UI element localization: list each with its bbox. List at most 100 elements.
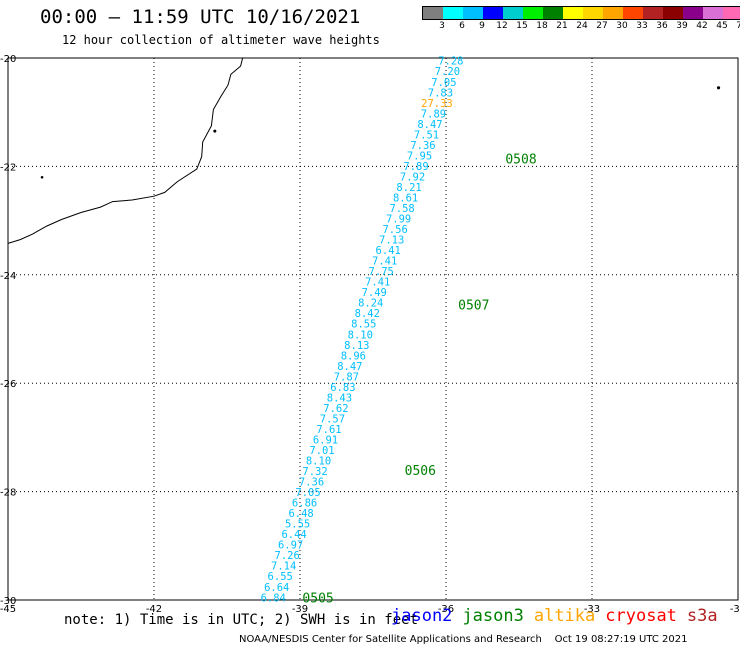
legend-swatch [543,7,563,19]
legend-tick-label: 6 [459,21,465,31]
legend-swatch [483,7,503,19]
satellite-altika: altika [533,606,596,626]
pass-number-label: 0507 [458,299,489,314]
legend-tick-label: 39 [676,21,688,31]
wave-height-label: 7.05 [295,487,320,499]
y-tick-label: -30 [0,596,16,607]
legend-swatch [563,7,583,19]
y-tick-label: -22 [0,162,16,173]
wave-height-label: 7.14 [271,561,296,573]
wave-height-label: 7.58 [389,203,414,215]
legend-tick-label: 42 [696,21,708,31]
legend-tick-label: 45 [716,21,728,31]
legend-tick-label: 70 [736,21,740,31]
wave-height-label: 8.47 [417,119,442,131]
legend-swatch [603,7,623,19]
legend-tick-label: 12 [496,21,508,31]
wave-height-label: 7.28 [438,56,463,68]
color-legend: 36912151821242730333639424570(ft) [422,6,740,34]
footer-note: note: 1) Time is in UTC; 2) SWH is in fe… [64,612,419,628]
wave-height-label: 7.61 [316,424,341,436]
wave-height-label: 7.62 [323,403,348,415]
legend-tick-label: 33 [636,21,648,31]
wave-height-label: 8.13 [344,340,369,352]
wave-height-label: 7.26 [275,550,300,562]
wave-height-label: 7.13 [379,235,404,247]
wave-height-label: 7.36 [299,477,324,489]
legend-swatch [583,7,603,19]
legend-tick-label: 24 [576,21,588,31]
island-mark [40,175,44,179]
wave-height-label: 7.75 [369,266,394,278]
satellite-jason2: jason2 [391,606,453,626]
chart-title: 00:00 – 11:59 UTC 10/16/2021 [40,6,361,28]
pass-number-label: 0506 [405,464,436,479]
wave-height-label: 7.41 [372,256,397,268]
legend-swatch [463,7,483,19]
wave-height-label: 8.55 [351,319,376,331]
legend-swatch [643,7,663,19]
legend-ticks: 36912151821242730333639424570(ft) [422,20,740,34]
pass-number-label: 0505 [302,591,333,606]
x-tick-label: -36 [438,604,454,615]
y-tick-label: -26 [0,379,16,390]
legend-swatch [423,7,443,19]
satellite-key: jason2 jason3 altika cryosat s3a [391,606,728,626]
wave-height-label: 7.92 [400,171,425,183]
legend-tick-label: 21 [556,21,568,31]
x-tick-label: -45 [0,604,16,615]
legend-swatches [422,6,740,20]
wave-height-label: 8.47 [337,361,362,373]
x-tick-label: -39 [292,604,308,615]
wave-height-label: 7.49 [362,287,387,299]
satellite-jason3: jason3 [462,606,524,626]
satellite-s3a: s3a [686,606,718,626]
wave-height-label: 6.64 [264,582,289,594]
wave-height-label: 8.10 [348,329,373,341]
wave-height-label: 6.91 [313,434,338,446]
legend-tick-label: 15 [516,21,528,31]
pass-number-label: 0508 [505,152,536,167]
wave-height-label: 7.89 [421,108,446,120]
credit-line: NOAA/NESDIS Center for Satellite Applica… [239,634,688,645]
legend-tick-label: 36 [656,21,668,31]
wave-height-label: 8.24 [358,298,383,310]
plot-frame [7,57,739,601]
wave-height-label: 7.83 [428,87,453,99]
wave-height-label: 7.51 [414,129,439,141]
wave-height-label: 7.32 [302,466,327,478]
y-tick-label: -28 [0,488,16,499]
legend-tick-label: 9 [479,21,485,31]
legend-swatch [683,7,703,19]
wave-height-label: 6.86 [292,498,317,510]
legend-swatch [703,7,723,19]
legend-tick-label: 18 [536,21,548,31]
wave-height-label: 8.10 [306,456,331,468]
wave-height-label: 7.41 [365,277,390,289]
legend-tick-label: 30 [616,21,628,31]
legend-swatch [443,7,463,19]
legend-swatch [723,7,740,19]
x-tick-label: -30 [730,604,740,615]
legend-swatch [523,7,543,19]
wave-height-label: 7.36 [410,140,435,152]
legend-swatch [503,7,523,19]
wave-height-label: 7.87 [334,371,359,383]
wave-height-label: 6.97 [278,540,303,552]
chart-subtitle: 12 hour collection of altimeter wave hei… [62,33,380,47]
wave-height-label: 7.56 [382,224,407,236]
wave-height-label: 6.83 [330,382,355,394]
legend-tick-label: 27 [596,21,608,31]
wave-height-label: 7.89 [403,161,428,173]
wave-height-label: 6.41 [376,245,401,257]
wave-height-label: 6.44 [281,529,306,541]
wave-height-label: 27.33 [421,98,453,110]
wave-height-label: 7.99 [386,214,411,226]
island-mark [716,86,721,90]
wave-height-label: 6.55 [268,571,293,583]
wave-height-label: 6.48 [288,508,313,520]
legend-swatch [663,7,683,19]
island-mark [213,129,217,133]
x-tick-label: -42 [146,604,162,615]
